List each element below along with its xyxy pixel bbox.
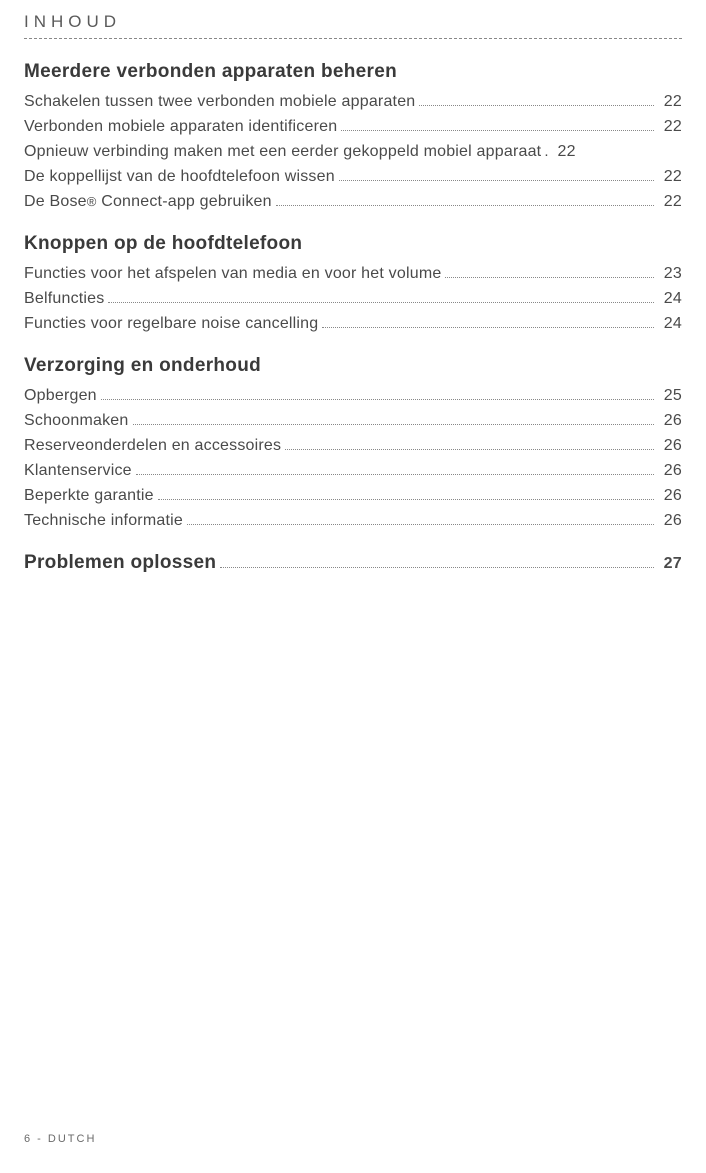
toc-leader bbox=[108, 302, 654, 303]
toc-entry-label: Schoonmaken bbox=[24, 412, 129, 430]
toc-page-number: 26 bbox=[658, 512, 682, 530]
toc-entry: Technische informatie 26 bbox=[24, 512, 682, 530]
toc-leader bbox=[187, 524, 654, 525]
toc-entry-label: Technische informatie bbox=[24, 512, 183, 530]
section-title: Knoppen op de hoofdtelefoon bbox=[24, 233, 682, 255]
toc-entry-label: De Bose® Connect-app gebruiken bbox=[24, 193, 272, 211]
toc-section: Knoppen op de hoofdtelefoon Functies voor… bbox=[24, 233, 682, 333]
section-title: Verzorging en onderhoud bbox=[24, 355, 682, 377]
toc-page-number: 22 bbox=[658, 93, 682, 111]
toc-leader bbox=[158, 499, 654, 500]
toc-leader-dot: . bbox=[544, 143, 548, 160]
section-title-label: Problemen oplossen bbox=[24, 552, 216, 574]
toc-entry-label: Klantenservice bbox=[24, 462, 132, 480]
toc-entry-label: Functies voor regelbare noise cancelling bbox=[24, 315, 318, 333]
page-footer: 6 - DUTCH bbox=[24, 1133, 96, 1145]
toc-page-number: 24 bbox=[658, 315, 682, 333]
toc-entry: Functies voor regelbare noise cancelling… bbox=[24, 315, 682, 333]
toc-leader bbox=[136, 474, 654, 475]
toc-leader bbox=[285, 449, 654, 450]
toc-entry: De koppellijst van de hoofdtelefoon wiss… bbox=[24, 168, 682, 186]
section-title: Meerdere verbonden apparaten beheren bbox=[24, 61, 682, 83]
toc-entry-label: Opbergen bbox=[24, 387, 97, 405]
toc-page-number: 22 bbox=[552, 143, 576, 161]
toc-section: Verzorging en onderhoud Opbergen 25 Schoonm… bbox=[24, 355, 682, 530]
toc-entry-label: Verbonden mobiele apparaten identificere… bbox=[24, 118, 337, 136]
toc-page-number: 27 bbox=[658, 555, 682, 573]
toc-leader bbox=[220, 567, 654, 568]
toc-entry: Beperkte garantie 26 bbox=[24, 487, 682, 505]
toc-entry: Reserveonderdelen en accessoires 26 bbox=[24, 437, 682, 455]
toc-entry: Opbergen 25 bbox=[24, 387, 682, 405]
toc-leader bbox=[339, 180, 654, 181]
toc-section: Meerdere verbonden apparaten beheren Scha… bbox=[24, 61, 682, 211]
toc-page-number: 23 bbox=[658, 265, 682, 283]
toc-leader bbox=[276, 205, 654, 206]
toc-page-number: 26 bbox=[658, 412, 682, 430]
toc-page-number: 22 bbox=[658, 193, 682, 211]
toc-page-number: 22 bbox=[658, 118, 682, 136]
toc-page-number: 26 bbox=[658, 462, 682, 480]
toc-page-number: 24 bbox=[658, 290, 682, 308]
toc-entry-label: Schakelen tussen twee verbonden mobiele … bbox=[24, 93, 415, 111]
toc-section: Problemen oplossen 27 bbox=[24, 552, 682, 574]
registered-mark: ® bbox=[87, 194, 97, 209]
toc-entry: De Bose® Connect-app gebruiken 22 bbox=[24, 193, 682, 211]
toc-page-number: 26 bbox=[658, 487, 682, 505]
toc-entry: Functies voor het afspelen van media en … bbox=[24, 265, 682, 283]
toc-entry: Schakelen tussen twee verbonden mobiele … bbox=[24, 93, 682, 111]
toc-leader bbox=[445, 277, 654, 278]
toc-page-number: 25 bbox=[658, 387, 682, 405]
toc-leader bbox=[322, 327, 654, 328]
page-header: INHOUD bbox=[24, 12, 682, 39]
toc-entry-label: Functies voor het afspelen van media en … bbox=[24, 265, 441, 283]
toc-entry-label: De koppellijst van de hoofdtelefoon wiss… bbox=[24, 168, 335, 186]
toc-entry: Opnieuw verbinding maken met een eerder … bbox=[24, 143, 682, 161]
sections-container: Meerdere verbonden apparaten beheren Scha… bbox=[24, 61, 682, 574]
toc-entry: Klantenservice 26 bbox=[24, 462, 682, 480]
toc-entry: Schoonmaken 26 bbox=[24, 412, 682, 430]
toc-leader bbox=[341, 130, 654, 131]
toc-leader bbox=[133, 424, 655, 425]
toc-entry-label: Beperkte garantie bbox=[24, 487, 154, 505]
toc-entry: Verbonden mobiele apparaten identificere… bbox=[24, 118, 682, 136]
toc-page-number: 26 bbox=[658, 437, 682, 455]
section-title: Problemen oplossen 27 bbox=[24, 552, 682, 574]
toc-entry: Belfuncties 24 bbox=[24, 290, 682, 308]
toc-page-number: 22 bbox=[658, 168, 682, 186]
toc-entry-label: Reserveonderdelen en accessoires bbox=[24, 437, 281, 455]
toc-leader bbox=[101, 399, 654, 400]
toc-leader bbox=[419, 105, 654, 106]
toc-entry-label: Opnieuw verbinding maken met een eerder … bbox=[24, 143, 541, 161]
toc-entry-label: Belfuncties bbox=[24, 290, 104, 308]
